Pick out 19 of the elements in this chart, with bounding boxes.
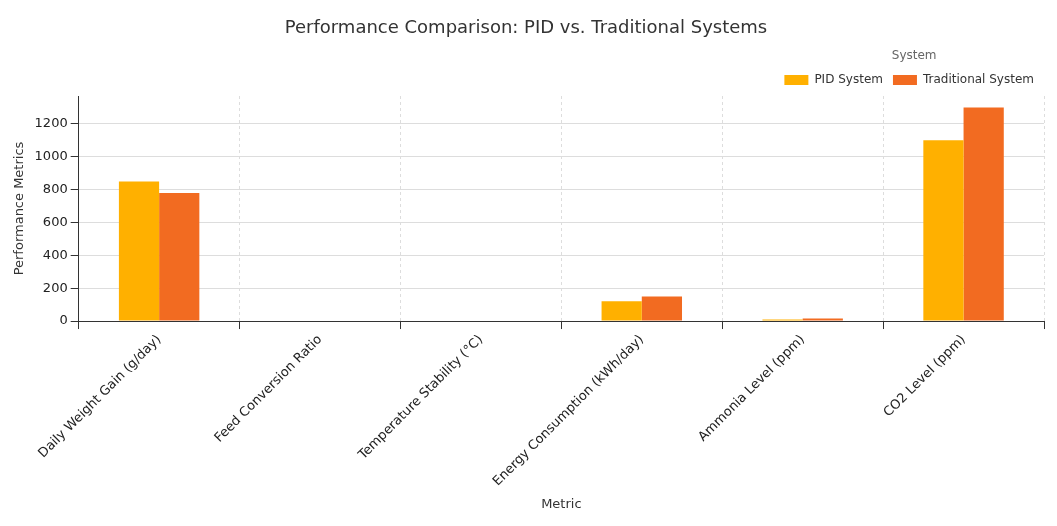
- bar: [601, 301, 642, 321]
- y-axis-title: Performance Metrics: [11, 141, 27, 276]
- bar: [118, 181, 160, 321]
- bar: [963, 107, 1004, 321]
- y-tick-label: 400: [42, 246, 68, 262]
- y-tick-label: 1200: [34, 115, 68, 131]
- bar: [923, 140, 964, 321]
- y-tick-label: 1000: [34, 148, 68, 164]
- legend-label: Traditional System: [921, 72, 1035, 87]
- y-tick-label: 200: [42, 279, 68, 295]
- x-axis-title: Metric: [541, 495, 582, 511]
- y-tick-label: 600: [42, 213, 68, 229]
- y-tick-label: 0: [59, 312, 68, 328]
- legend-label: PID System: [814, 72, 883, 87]
- bar: [159, 192, 200, 321]
- legend-title: System: [891, 47, 937, 62]
- bar: [641, 296, 683, 321]
- y-tick-label: 800: [42, 181, 68, 197]
- chart-title: Performance Comparison: PID vs. Traditional Systems: [284, 16, 768, 38]
